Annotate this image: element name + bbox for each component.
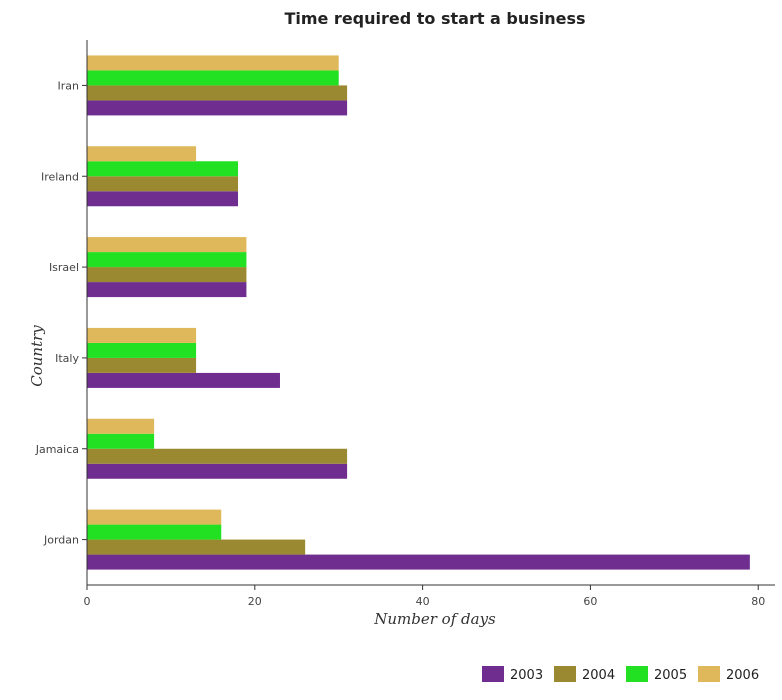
bar-ireland-2003 (87, 191, 239, 207)
chart-title: Time required to start a business (284, 9, 585, 28)
bar-italy-2004 (87, 357, 197, 373)
bar-italy-2005 (87, 342, 197, 358)
x-tick-label: 80 (751, 595, 765, 608)
bar-jordan-2005 (87, 524, 222, 540)
y-tick-label: Israel (49, 261, 79, 274)
legend-label-2006: 2006 (726, 668, 759, 683)
x-tick-label: 40 (416, 595, 430, 608)
bar-israel-2003 (87, 282, 247, 298)
bar-jordan-2003 (87, 554, 750, 570)
bar-israel-2006 (87, 237, 247, 253)
bar-jordan-2006 (87, 509, 222, 525)
legend-label-2004: 2004 (582, 668, 615, 683)
bar-jamaica-2006 (87, 418, 155, 434)
bar-iran-2003 (87, 100, 348, 116)
bar-jordan-2004 (87, 539, 306, 555)
legend-swatch-2005 (626, 666, 648, 682)
x-axis-title: Number of days (373, 610, 496, 628)
y-axis-title: Country (28, 325, 46, 387)
bar-jamaica-2004 (87, 448, 348, 464)
bar-ireland-2004 (87, 176, 239, 192)
bar-italy-2003 (87, 372, 280, 388)
bar-iran-2005 (87, 70, 339, 86)
x-tick-label: 0 (84, 595, 91, 608)
bar-italy-2006 (87, 327, 197, 343)
bar-israel-2004 (87, 267, 247, 283)
bar-jamaica-2003 (87, 463, 348, 479)
y-tick-label: Italy (55, 352, 79, 365)
legend-swatch-2004 (554, 666, 576, 682)
axes-group: Iran Ireland Israel Italy Jamaica Jordan 0 20 40… (35, 40, 775, 608)
bar-ireland-2006 (87, 146, 197, 162)
bar-iran-2006 (87, 55, 339, 71)
bars-group (87, 55, 750, 570)
legend-swatch-2003 (482, 666, 504, 682)
y-tick-label: Iran (58, 79, 80, 92)
bar-israel-2005 (87, 252, 247, 268)
y-tick-label: Ireland (41, 170, 79, 183)
x-tick-label: 60 (583, 595, 597, 608)
y-tick-label: Jamaica (35, 443, 79, 456)
x-tick-label: 20 (248, 595, 262, 608)
legend-swatch-2006 (698, 666, 720, 682)
legend-label-2003: 2003 (510, 668, 543, 683)
legend-label-2005: 2005 (654, 668, 687, 683)
y-tick-label: Jordan (43, 534, 79, 547)
legend: 2003 2004 2005 2006 (482, 666, 759, 683)
bar-iran-2004 (87, 85, 348, 101)
bar-jamaica-2005 (87, 433, 155, 449)
bar-ireland-2005 (87, 161, 239, 177)
